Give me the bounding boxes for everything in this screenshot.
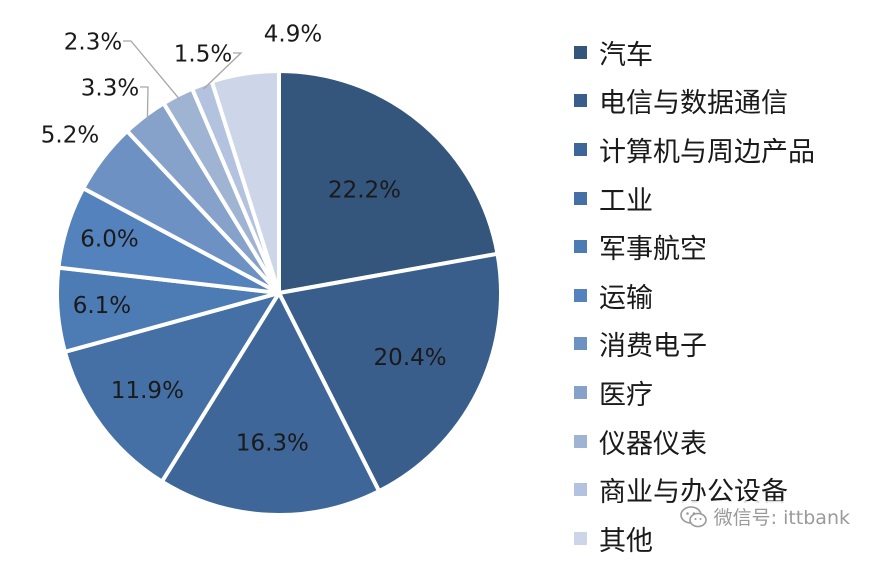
legend-swatch-7 [574,385,587,399]
legend-swatch-1 [574,94,587,108]
legend-swatch-4 [574,240,587,254]
data-label-4: 6.1% [73,293,131,319]
legend-item-6: 消费电子 [574,320,864,369]
legend-label-4: 军事航空 [599,234,707,266]
legend-item-0: 汽车 [574,28,864,77]
data-label-8: 2.3% [64,30,122,56]
legend-label-6: 消费电子 [599,331,707,363]
data-label-0: 22.2% [328,177,401,203]
data-label-7: 3.3% [81,76,139,102]
watermark: 微信号: ittbank [675,501,854,532]
legend-label-2: 计算机与周边产品 [599,136,815,168]
legend-swatch-2 [574,142,587,156]
legend-label-10: 其他 [599,525,653,557]
data-label-1: 20.4% [374,345,447,371]
legend-item-5: 运输 [574,271,864,320]
legend-label-5: 运输 [599,282,653,314]
data-label-10: 4.9% [264,22,322,48]
pie-slice-0 [277,69,500,295]
data-label-2: 16.3% [236,430,309,456]
pie-slice-3 [62,291,281,484]
legend-label-8: 仪器仪表 [599,428,707,460]
data-label-3: 11.9% [111,378,184,404]
legend-item-4: 军事航空 [574,222,864,271]
data-label-5: 6.0% [80,227,138,253]
legend-label-3: 工业 [599,185,653,217]
legend-item-2: 计算机与周边产品 [574,125,864,174]
legend-item-7: 医疗 [574,368,864,417]
pie-slice-1 [277,251,503,494]
data-label-6: 5.2% [41,123,99,149]
leader-line-9 [203,52,243,90]
watermark-text: 微信号: ittbank [713,507,850,529]
legend-item-10: 其他 [574,514,864,563]
legend-swatch-3 [574,191,587,205]
legend-swatch-5 [574,288,587,302]
pie-slice-2 [159,291,382,517]
legend-label-1: 电信与数据通信 [599,88,788,120]
legend-label-7: 医疗 [599,379,653,411]
chart-legend: 汽车 电信与数据通信 计算机与周边产品 工业 军事航空 运输 消费电子 医疗 仪器仪表 商业与办公… [574,28,864,563]
legend-swatch-9 [574,483,587,497]
leader-line-7 [140,86,149,120]
legend-swatch-0 [574,45,587,59]
legend-swatch-8 [574,434,587,448]
legend-swatch-6 [574,337,587,351]
legend-item-8: 仪器仪表 [574,417,864,466]
data-label-9: 1.5% [174,42,232,68]
leader-line-8 [123,40,181,100]
legend-item-3: 工业 [574,174,864,223]
legend-item-1: 电信与数据通信 [574,77,864,126]
legend-swatch-10 [574,531,587,545]
legend-label-0: 汽车 [599,39,653,71]
wechat-icon [679,505,707,527]
